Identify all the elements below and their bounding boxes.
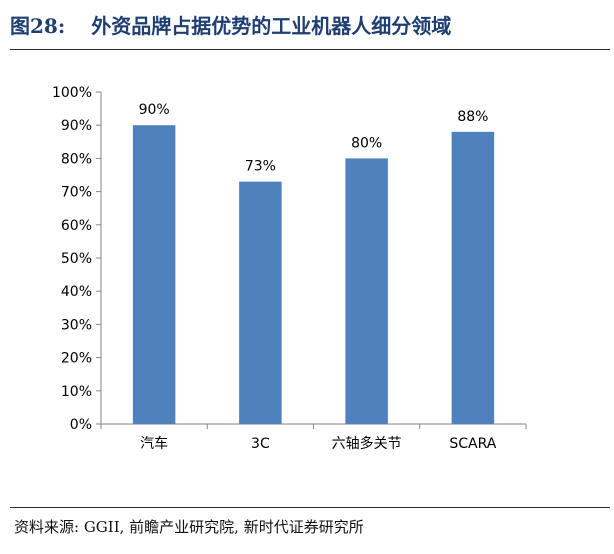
data-label: 90%: [139, 102, 170, 118]
y-tick-label: 80%: [61, 151, 92, 167]
x-tick-label: 汽车: [140, 435, 168, 452]
bar: [132, 125, 176, 424]
footer-divider: [10, 507, 610, 508]
y-tick-label: 30%: [61, 317, 92, 333]
chart-svg: 0% 10% 20% 30% 40% 50% 60% 70% 80% 90% 100% 90% 汽车 73…: [52, 85, 527, 452]
y-tick-label: 20%: [61, 351, 92, 367]
y-tick-label: 10%: [61, 384, 92, 400]
y-tick-label: 70%: [61, 185, 92, 201]
data-label: 80%: [351, 135, 382, 151]
data-label: 88%: [457, 109, 488, 125]
y-tick-label: 60%: [61, 218, 92, 234]
source-note: 资料来源: GGII, 前瞻产业研究院, 新时代证券研究所: [14, 518, 364, 536]
figure-number: 图28:: [10, 14, 66, 38]
y-tick-label: 50%: [61, 251, 92, 267]
x-tick-label: 六轴多关节: [332, 435, 402, 452]
y-tick-label: 90%: [61, 118, 92, 134]
y-tick-label: 0%: [70, 417, 92, 433]
bar-chart: 0% 10% 20% 30% 40% 50% 60% 70% 80% 90% 100% 90% 汽车 73…: [0, 60, 614, 480]
bar: [345, 158, 388, 424]
figure-header: 图28: 外资品牌占据优势的工业机器人细分领域: [10, 10, 610, 40]
data-label: 73%: [245, 159, 276, 175]
y-tick-label: 100%: [52, 85, 92, 101]
bar: [239, 181, 282, 424]
x-tick-label: SCARA: [449, 436, 496, 452]
figure-title: 外资品牌占据优势的工业机器人细分领域: [91, 14, 452, 38]
header-divider: [10, 49, 610, 50]
bar: [451, 131, 495, 424]
x-tick-label: 3C: [251, 436, 270, 452]
y-tick-label: 40%: [61, 284, 92, 300]
